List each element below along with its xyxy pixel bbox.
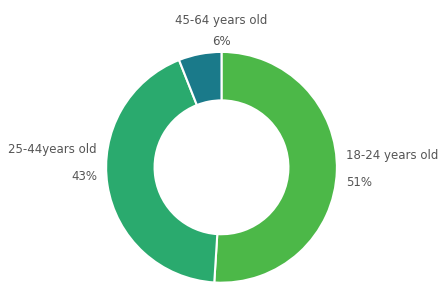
Wedge shape bbox=[179, 52, 222, 105]
Text: 6%: 6% bbox=[212, 35, 231, 49]
Text: 25-44years old: 25-44years old bbox=[8, 143, 97, 157]
Text: 18-24 years old: 18-24 years old bbox=[346, 149, 439, 162]
Text: 51%: 51% bbox=[346, 176, 372, 189]
Text: 43%: 43% bbox=[71, 170, 97, 183]
Text: 45-64 years old: 45-64 years old bbox=[175, 14, 268, 26]
Wedge shape bbox=[106, 60, 218, 283]
Wedge shape bbox=[214, 52, 337, 283]
